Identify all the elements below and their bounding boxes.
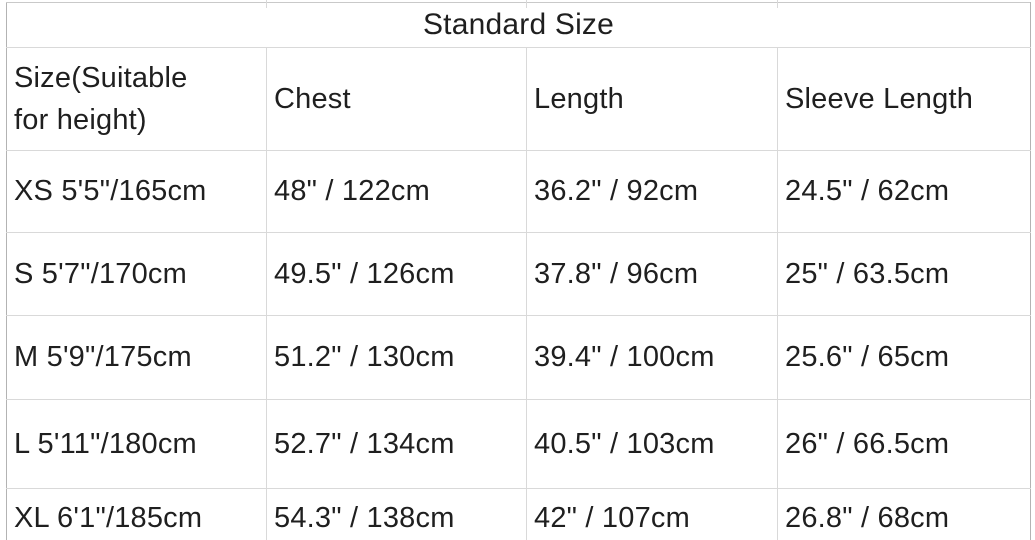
cell-length: 36.2" / 92cm	[526, 150, 778, 233]
cell-chest: 54.3" / 138cm	[266, 488, 527, 540]
cell-chest: 52.7" / 134cm	[266, 399, 527, 489]
cell-size: XS 5'5"/165cm	[6, 150, 267, 233]
table-row-xs: XS 5'5"/165cm 48" / 122cm 36.2" / 92cm 2…	[6, 150, 1031, 233]
cell-chest: 49.5" / 126cm	[266, 232, 527, 316]
cell-chest: 51.2" / 130cm	[266, 315, 527, 400]
table-row-xl: XL 6'1"/185cm 54.3" / 138cm 42" / 107cm …	[6, 488, 1031, 540]
chart-title: Standard Size	[6, 2, 1031, 48]
cell-sleeve-length: 25" / 63.5cm	[777, 232, 1031, 316]
cell-length: 37.8" / 96cm	[526, 232, 778, 316]
cell-size: S 5'7"/170cm	[6, 232, 267, 316]
cell-size: L 5'11"/180cm	[6, 399, 267, 489]
table-row-s: S 5'7"/170cm 49.5" / 126cm 37.8" / 96cm …	[6, 232, 1031, 316]
cell-sleeve-length: 26.8" / 68cm	[777, 488, 1031, 540]
cell-sleeve-length: 24.5" / 62cm	[777, 150, 1031, 233]
cell-sleeve-length: 25.6" / 65cm	[777, 315, 1031, 400]
cell-length: 39.4" / 100cm	[526, 315, 778, 400]
cell-length: 42" / 107cm	[526, 488, 778, 540]
title-row: Standard Size	[6, 2, 1031, 48]
grid-tick	[777, 0, 778, 8]
table-row-l: L 5'11"/180cm 52.7" / 134cm 40.5" / 103c…	[6, 399, 1031, 489]
column-header-size: Size(Suitable for height)	[6, 47, 267, 151]
cell-size: M 5'9"/175cm	[6, 315, 267, 400]
cell-sleeve-length: 26" / 66.5cm	[777, 399, 1031, 489]
grid-tick	[266, 0, 267, 8]
grid-tick	[526, 0, 527, 8]
column-header-length: Length	[526, 47, 778, 151]
table-row-m: M 5'9"/175cm 51.2" / 130cm 39.4" / 100cm…	[6, 315, 1031, 400]
cell-length: 40.5" / 103cm	[526, 399, 778, 489]
cell-chest: 48" / 122cm	[266, 150, 527, 233]
header-row: Size(Suitable for height) Chest Length S…	[6, 47, 1031, 151]
cell-size: XL 6'1"/185cm	[6, 488, 267, 540]
column-header-chest: Chest	[266, 47, 527, 151]
column-header-size-label: Size(Suitable for height)	[14, 61, 188, 136]
column-header-sleeve-length: Sleeve Length	[777, 47, 1031, 151]
size-chart-table: Standard Size Size(Suitable for height) …	[6, 2, 1031, 540]
